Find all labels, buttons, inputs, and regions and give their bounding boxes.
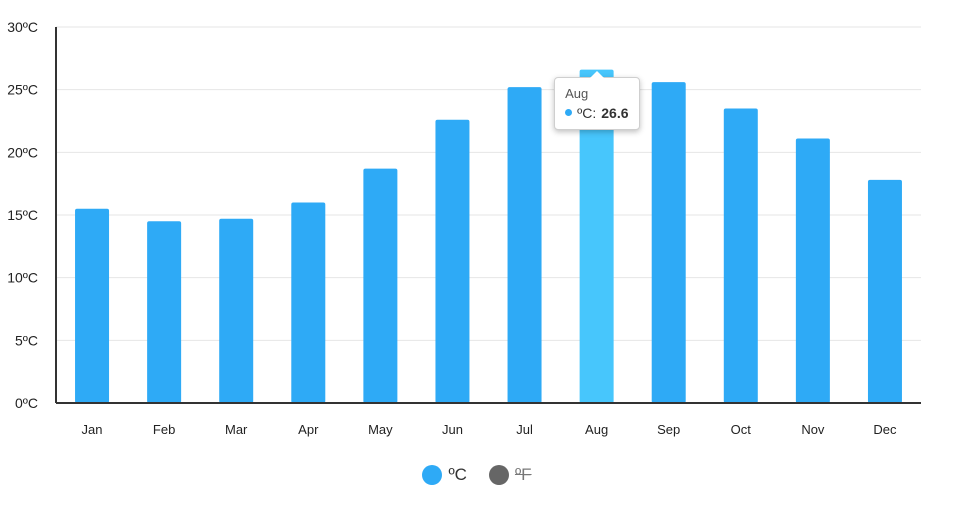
legend-label-celsius: ºC xyxy=(448,465,467,484)
legend-label-fahrenheit: ºF xyxy=(514,465,532,484)
y-axis-ticks: 0ºC 5ºC 10ºC 15ºC 20ºC 25ºC 30ºC xyxy=(7,19,38,411)
x-tick-label: Mar xyxy=(225,422,248,437)
x-tick-label: Jan xyxy=(82,422,103,437)
gridlines xyxy=(56,26,921,341)
bar-may[interactable] xyxy=(363,168,398,403)
x-axis-ticks: Jan Feb Mar Apr May Jun Jul Aug Sep Oct Nov Dec xyxy=(82,422,897,437)
bar-mar[interactable] xyxy=(219,218,254,403)
x-tick-label: Nov xyxy=(801,422,825,437)
tooltip-title: Aug xyxy=(565,85,589,101)
x-tick-label: Apr xyxy=(298,422,319,437)
legend-swatch-celsius xyxy=(422,465,443,485)
tooltip-row: ºC: 26.6 xyxy=(565,104,629,121)
bar-jul[interactable] xyxy=(507,87,542,403)
x-tick-label: Sep xyxy=(657,422,680,437)
tooltip-series-label: ºC: xyxy=(577,104,597,121)
y-tick-label: 5ºC xyxy=(15,332,38,348)
tooltip-series-dot xyxy=(565,109,573,117)
x-tick-label: Dec xyxy=(873,422,897,437)
bar-dec[interactable] xyxy=(867,179,902,403)
tooltip-arrow xyxy=(589,70,604,78)
x-tick-label: Feb xyxy=(153,422,175,437)
x-tick-label: Jul xyxy=(516,422,533,437)
bar-oct[interactable] xyxy=(723,108,758,403)
legend-swatch-fahrenheit xyxy=(488,465,509,485)
bar-apr[interactable] xyxy=(291,202,326,403)
legend-item-fahrenheit[interactable]: ºF xyxy=(488,465,532,485)
tooltip-value: 26.6 xyxy=(601,104,629,121)
x-tick-label: Oct xyxy=(731,422,752,437)
bar-feb[interactable] xyxy=(147,221,182,403)
tooltip: Aug ºC: 26.6 xyxy=(554,70,640,130)
legend-item-celsius[interactable]: ºC xyxy=(422,465,467,485)
temperature-bar-chart: 0ºC 5ºC 10ºC 15ºC 20ºC 25ºC 30ºC Jan Feb Mar Apr M… xyxy=(7,19,921,437)
bars xyxy=(75,69,902,403)
y-tick-label: 10ºC xyxy=(7,270,38,286)
y-tick-label: 15ºC xyxy=(7,207,38,223)
y-tick-label: 30ºC xyxy=(7,19,38,35)
y-tick-label: 25ºC xyxy=(7,82,38,98)
x-tick-label: Jun xyxy=(442,422,463,437)
bar-jun[interactable] xyxy=(435,119,470,403)
bar-jan[interactable] xyxy=(75,208,110,403)
legend: ºC ºF xyxy=(0,462,954,488)
y-tick-label: 0ºC xyxy=(15,395,38,411)
x-tick-label: May xyxy=(368,422,393,437)
x-tick-label: Aug xyxy=(585,422,608,437)
bar-aug[interactable] xyxy=(579,69,614,403)
y-tick-label: 20ºC xyxy=(7,144,38,160)
bar-sep[interactable] xyxy=(651,82,686,403)
bar-nov[interactable] xyxy=(795,138,830,403)
